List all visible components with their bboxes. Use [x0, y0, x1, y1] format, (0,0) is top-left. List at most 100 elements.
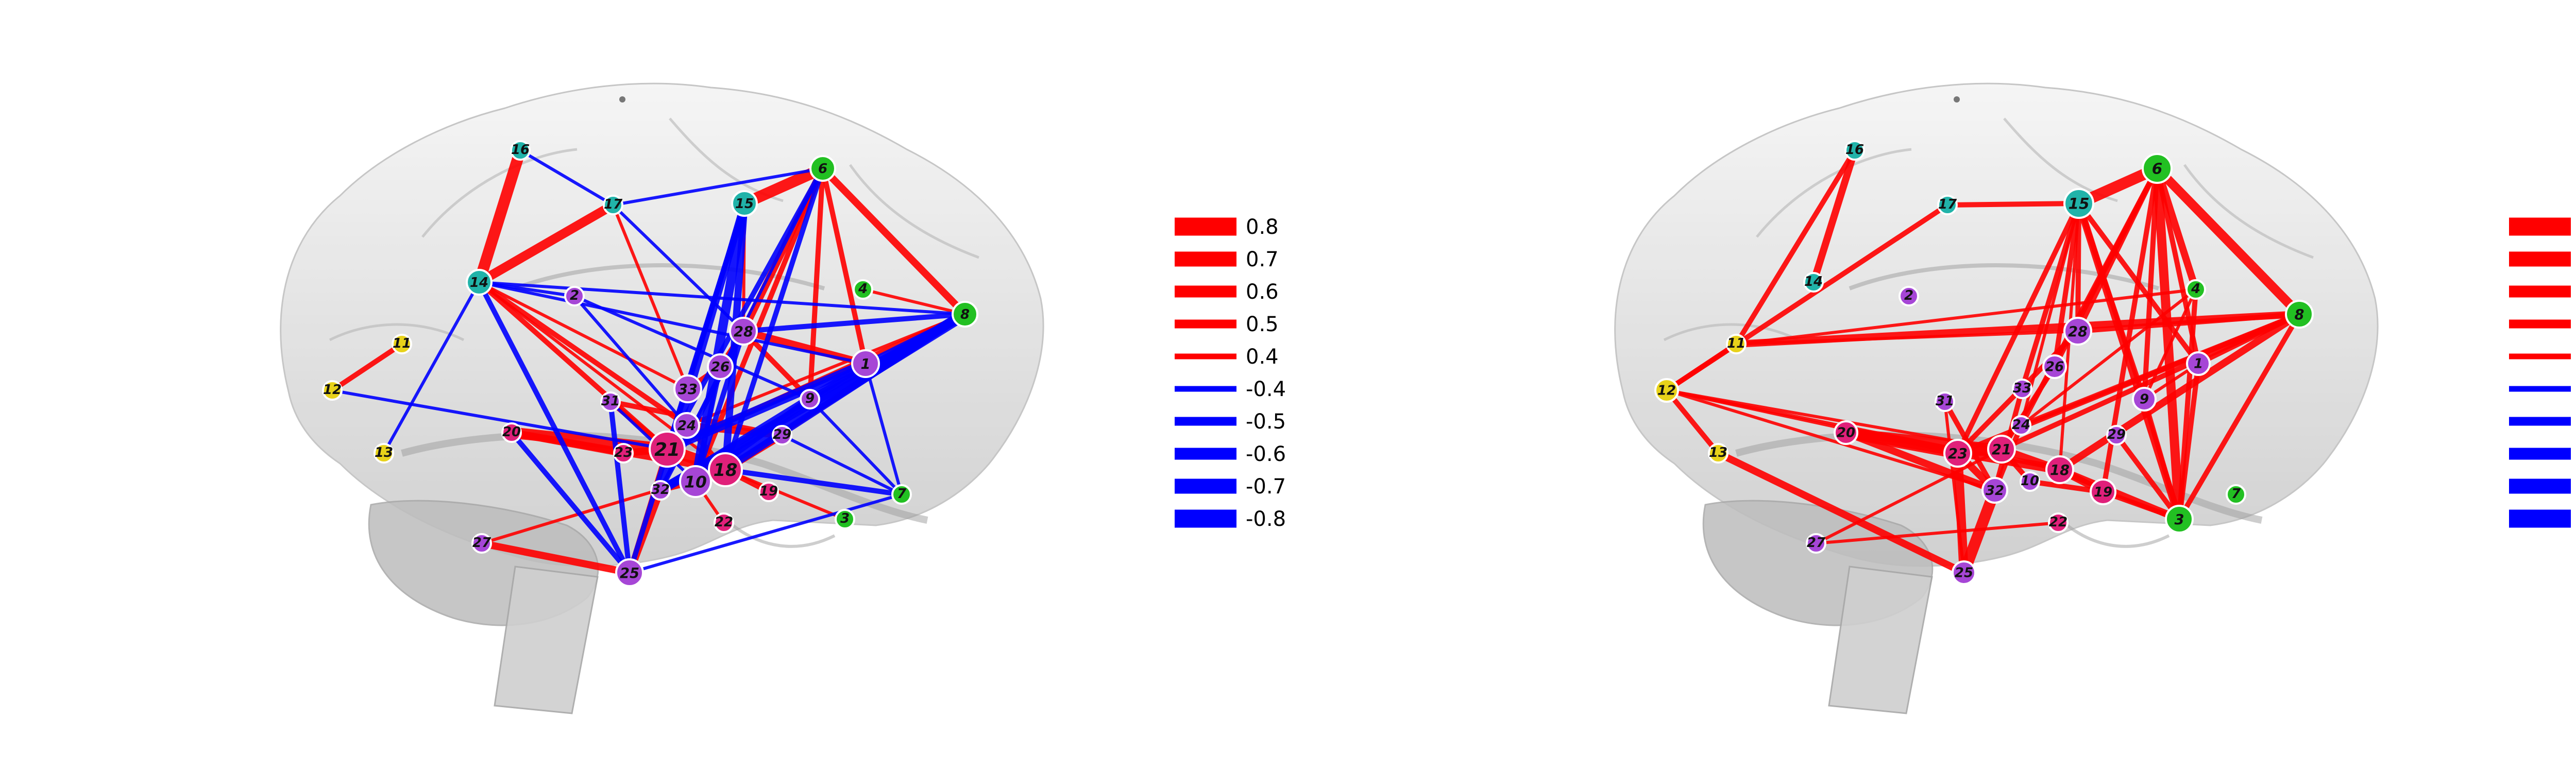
legend-label: -0.4 [1246, 378, 1286, 401]
node-label: 3 [840, 511, 850, 526]
node-label: 20 [1837, 425, 1855, 440]
legend-label: -0.5 [1246, 410, 1286, 434]
edge-6-3 [2153, 164, 2184, 524]
legend-label: 0.5 [1246, 313, 1279, 336]
node-6: 6 [2142, 153, 2173, 184]
node-7: 7 [891, 484, 912, 505]
node-9: 9 [2132, 387, 2157, 412]
node-label: 25 [1955, 565, 1973, 580]
node-26: 26 [2042, 354, 2067, 379]
node-label: 2 [570, 288, 579, 303]
edge-20-32 [1842, 429, 1998, 494]
node-13: 13 [1708, 443, 1728, 464]
node-14: 14 [1803, 272, 1824, 293]
node-18: 18 [708, 452, 743, 487]
node-8: 8 [2285, 300, 2314, 329]
edge-14-25 [477, 280, 632, 575]
legend-item: 0.4 [2509, 353, 2571, 360]
node-3: 3 [2165, 505, 2194, 534]
legend-item: 0.4 [1175, 345, 1279, 369]
legend-swatch [1175, 217, 1236, 236]
edge-11-28 [1735, 330, 2079, 346]
legend-item: -0.7 [2509, 478, 2571, 494]
edge-31-25 [608, 399, 632, 575]
edge-27-22 [1815, 521, 2060, 545]
node-label: 28 [2068, 324, 2088, 340]
edge-27-25 [478, 540, 633, 576]
edge-4-24 [2020, 288, 2197, 427]
edge-16-14 [1810, 147, 1858, 286]
node-label: 27 [1807, 535, 1826, 551]
node-20: 20 [501, 422, 522, 443]
legend-item: 0.6 [2509, 285, 2571, 298]
node-label: 14 [1804, 274, 1823, 289]
legend-item: 0.8 [1175, 215, 1279, 239]
left-panel: 1234678910111213141516171819202122232425… [281, 83, 1043, 713]
node-4: 4 [853, 279, 873, 300]
node-16: 16 [510, 140, 531, 161]
edge-26-21 [1999, 364, 2057, 452]
node-26: 26 [707, 353, 734, 380]
edge-8-18 [722, 311, 969, 473]
node-23: 23 [1943, 439, 1972, 468]
legend-swatch [2509, 448, 2571, 460]
right-legend: 0.8 0.7 0.6 0.5 0.4 -0.4 -0.5 -0.6 -0.7 -0.8 [2509, 217, 2571, 528]
node-10: 10 [2020, 471, 2040, 492]
node-label: 13 [1709, 445, 1727, 460]
edge-16-17 [519, 149, 615, 207]
node-label: 10 [684, 473, 707, 491]
edge-18-3 [724, 468, 846, 521]
edge-6-8 [2153, 164, 2304, 319]
right-panel: 1234678910111213141516171819202122232425… [1615, 83, 2378, 713]
node-32: 32 [650, 480, 671, 501]
legend-item: -0.5 [2509, 417, 2571, 426]
node-label: 7 [2231, 486, 2241, 502]
node-19: 19 [2090, 478, 2116, 505]
edge-15-33 [2020, 201, 2081, 391]
edge-6-9 [2142, 166, 2160, 402]
edge-17-6 [612, 167, 824, 207]
node-label: 11 [1727, 336, 1745, 351]
node-label: 1 [2194, 356, 2203, 371]
legend-swatch [1175, 353, 1236, 360]
legend-label: -0.6 [1246, 442, 1286, 466]
legend-swatch [2509, 251, 2571, 267]
edge-6-8 [819, 165, 969, 318]
node-label: 29 [2107, 427, 2126, 442]
node-label: 6 [2152, 160, 2162, 178]
node-label: 8 [960, 307, 970, 322]
legend-item: 0.8 [2509, 217, 2571, 236]
edge-6-9 [807, 166, 825, 402]
node-33: 33 [2012, 379, 2032, 399]
legend-item: 0.6 [1175, 280, 1279, 304]
legend-swatch [2509, 353, 2571, 360]
edge-18-7 [723, 467, 904, 497]
node-25: 25 [1952, 560, 1976, 585]
edge-11-4 [1735, 288, 2197, 346]
node-21: 21 [1987, 435, 2016, 464]
legend-label: -0.8 [1246, 507, 1286, 531]
legend-swatch [1175, 417, 1236, 426]
legend-swatch [2509, 217, 2571, 236]
node-17: 17 [1937, 195, 1958, 215]
node-label: 7 [897, 486, 907, 502]
node-7: 7 [2226, 484, 2246, 505]
edge-14-17 [474, 200, 618, 287]
legend-item: 0.7 [1175, 248, 1279, 271]
edge-12-32 [1665, 389, 1996, 492]
node-8: 8 [952, 301, 978, 328]
edge-12-21 [331, 389, 669, 451]
legend-item: 0.5 [2509, 319, 2571, 329]
node-label: 12 [323, 382, 342, 398]
edge-29-7 [781, 434, 903, 496]
edge-26-10 [693, 364, 723, 484]
node-label: 32 [651, 482, 670, 498]
node-label: 31 [601, 393, 620, 409]
legend-label: 0.7 [1246, 248, 1279, 271]
node-29: 29 [772, 425, 792, 446]
legend-swatch [2509, 319, 2571, 329]
node-33: 33 [673, 374, 702, 403]
legend-item: 0.5 [1175, 313, 1279, 336]
node-label: 19 [759, 484, 778, 499]
